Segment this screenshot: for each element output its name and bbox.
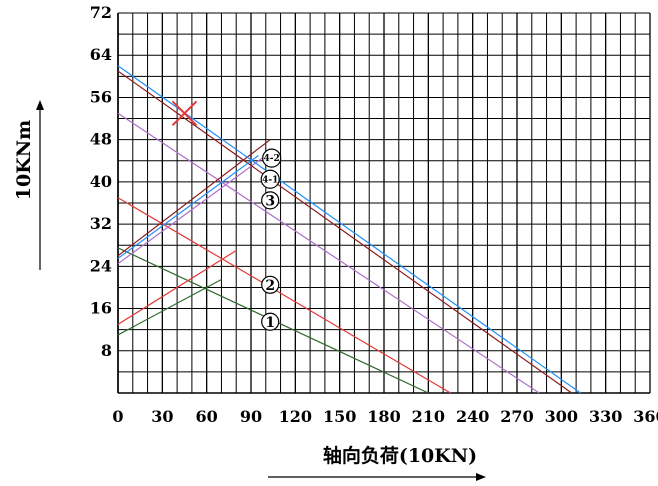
x-tick-label: 240: [456, 407, 489, 426]
y-tick-label: 48: [90, 130, 112, 149]
series-label-circle: [262, 148, 282, 168]
series-label-circle: [261, 191, 280, 210]
x-tick-label: 0: [112, 407, 123, 426]
series-label: 2: [265, 278, 275, 294]
y-tick-label: 16: [90, 299, 112, 318]
series-line: [117, 155, 259, 259]
x-tick-label: 120: [279, 407, 312, 426]
y-tick-label: 32: [90, 214, 112, 233]
series-line: [117, 112, 540, 394]
x-tick-label: 300: [545, 407, 578, 426]
y-tick-label: 56: [90, 87, 112, 106]
x-tick-label: 150: [323, 407, 356, 426]
series-line: [117, 249, 237, 325]
x-tick-label: 210: [412, 407, 445, 426]
series-line: [117, 197, 451, 394]
series-line: [117, 65, 581, 394]
x-tick-label: 360: [633, 407, 658, 426]
series-label: 4-1: [262, 175, 278, 185]
x-axis-title: 轴向负荷(10KN): [323, 444, 477, 467]
x-tick-label: 90: [240, 407, 262, 426]
series-label: 4-2: [264, 154, 280, 164]
series-label-circle: [261, 275, 280, 294]
y-tick-label: 72: [90, 3, 112, 22]
series-label: 1: [265, 315, 275, 331]
y-tick-label: 64: [90, 45, 112, 64]
series-line: [117, 139, 271, 257]
series-label: 3: [265, 193, 275, 209]
series-line: [117, 155, 267, 265]
y-tick-label: 8: [101, 341, 112, 360]
x-tick-label: 30: [151, 407, 173, 426]
series-label-circle: [261, 312, 280, 331]
series-label-circle: [260, 169, 280, 189]
y-axis-title: 10KNm: [13, 120, 35, 200]
x-tick-label: 60: [196, 407, 218, 426]
x-tick-label: 180: [367, 407, 400, 426]
x-tick-label: 270: [500, 407, 533, 426]
x-tick-label: 330: [589, 407, 622, 426]
y-axis-arrowhead: [36, 100, 44, 110]
series-line: [117, 278, 222, 336]
x-marker: [171, 100, 198, 126]
y-tick-label: 40: [90, 172, 112, 191]
y-tick-label: 24: [90, 256, 112, 275]
x-axis-arrowhead: [476, 473, 486, 481]
series-line: [117, 70, 573, 394]
